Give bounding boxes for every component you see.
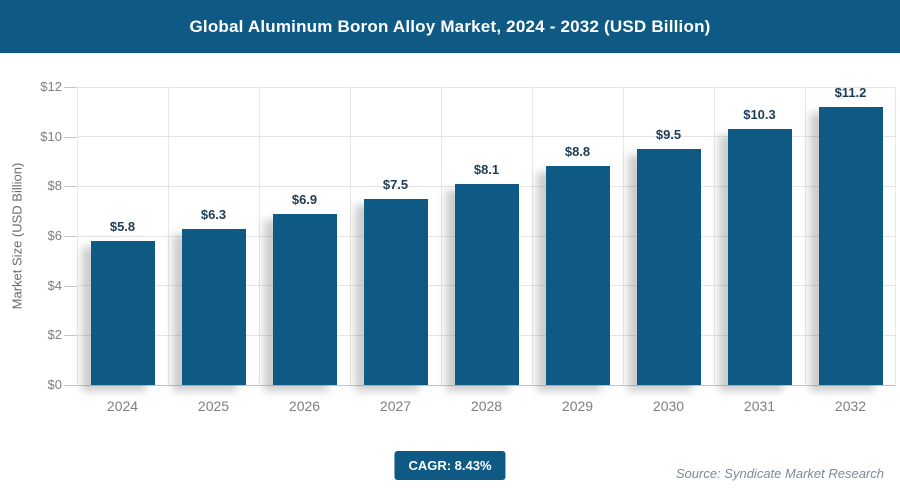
y-tick-mark — [64, 285, 77, 287]
chart-title: Global Aluminum Boron Alloy Market, 2024… — [189, 17, 711, 36]
v-gridline — [531, 87, 533, 385]
v-gridline — [622, 87, 624, 385]
x-tick-label: 2027 — [379, 398, 412, 414]
bar-value-label: $10.3 — [743, 107, 776, 123]
x-tick-label: 2026 — [288, 398, 321, 414]
y-tick-mark — [64, 385, 77, 386]
v-gridline — [440, 87, 442, 385]
y-tick-label: $10 — [40, 128, 62, 144]
cagr-badge: CAGR: 8.43% — [394, 451, 506, 480]
y-tick-mark — [64, 87, 77, 88]
x-tick-label: 2028 — [470, 398, 503, 414]
source-note: Source: Syndicate Market Research — [675, 466, 884, 481]
h-gridline — [77, 384, 896, 386]
y-tick-mark — [64, 236, 77, 237]
v-gridline — [258, 87, 260, 385]
y-tick-mark — [64, 186, 77, 188]
v-gridline — [713, 87, 715, 385]
bar-2030 — [636, 149, 701, 385]
v-gridline — [804, 87, 806, 385]
y-tick-mark — [64, 136, 77, 138]
x-tick-label: 2031 — [743, 398, 776, 414]
bar-value-label: $6.9 — [291, 191, 318, 207]
y-tick-label: $12 — [40, 79, 62, 94]
v-gridline — [894, 87, 896, 385]
bar-2026 — [272, 213, 337, 385]
x-tick-label: 2030 — [652, 398, 685, 414]
cagr-label: CAGR: 8.43% — [408, 458, 492, 473]
y-tick-label: $8 — [47, 178, 62, 194]
v-gridline — [76, 87, 78, 385]
x-tick-label: 2024 — [106, 398, 139, 414]
bar-value-label: $9.5 — [655, 127, 682, 143]
y-tick-label: $4 — [47, 277, 62, 293]
bar-value-label: $8.8 — [564, 144, 591, 160]
y-tick-label: $0 — [47, 377, 62, 392]
bar-value-label: $8.1 — [473, 161, 500, 177]
bar-2025 — [181, 228, 246, 385]
bar-value-label: $5.8 — [109, 218, 136, 234]
plot-area: $5.8 $6.3 $6.9 $7.5 $8.1 $8.8 $9.5 $10.3 $11.2 — [76, 84, 896, 386]
v-gridline — [349, 87, 351, 385]
bar-value-label: $6.3 — [200, 206, 227, 222]
y-tick-mark — [64, 335, 77, 337]
chart-title-bar: Global Aluminum Boron Alloy Market, 2024… — [0, 0, 900, 53]
bar-2028 — [454, 183, 519, 385]
v-gridline — [167, 87, 169, 385]
y-tick-label: $6 — [47, 228, 62, 243]
bar-value-label: $11.2 — [834, 84, 867, 100]
h-gridline — [77, 136, 896, 138]
x-tick-label: 2025 — [197, 398, 230, 414]
bar-value-label: $7.5 — [382, 176, 409, 192]
bar-2027 — [363, 198, 428, 385]
bar-2031 — [727, 129, 792, 385]
bar-2029 — [545, 166, 610, 385]
bar-2032 — [818, 106, 883, 385]
x-tick-label: 2029 — [561, 398, 594, 414]
x-tick-label: 2032 — [834, 398, 867, 414]
h-gridline — [77, 86, 896, 88]
bar-2024 — [90, 240, 155, 385]
y-tick-label: $2 — [47, 327, 62, 343]
